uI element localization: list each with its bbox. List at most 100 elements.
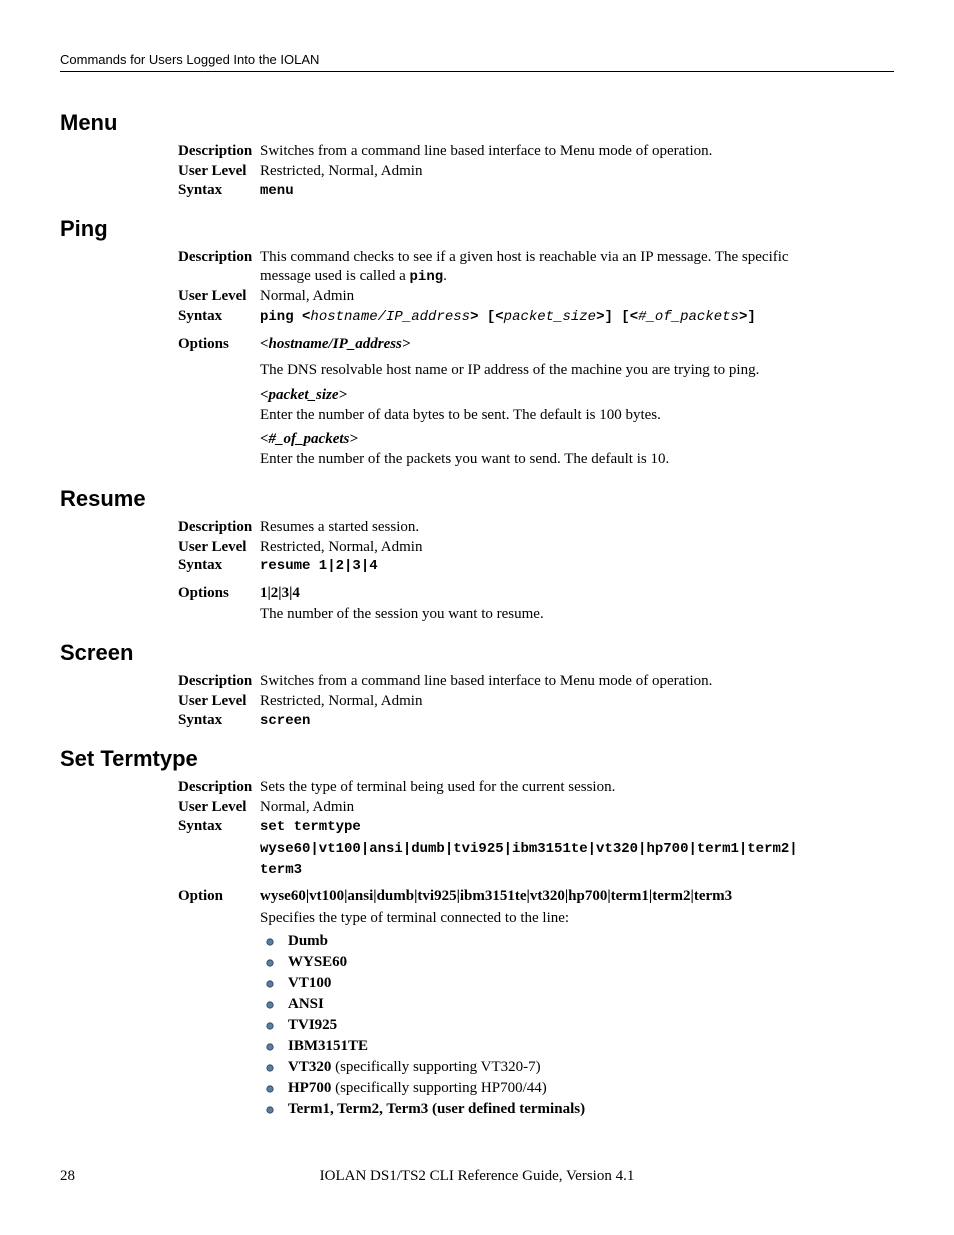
section-ping: Ping Description This command checks to … (60, 216, 894, 470)
label-description: Description (178, 673, 260, 690)
section-body-termtype: Description Sets the type of terminal be… (60, 778, 894, 1118)
section-body-resume: Description Resumes a started session. U… (60, 518, 894, 624)
option-title: <packet_size> (260, 387, 894, 404)
list-item-text: VT100 (288, 975, 331, 992)
list-item: TVI925 (266, 1017, 894, 1034)
syntax-part: #_of_packets (638, 309, 739, 325)
value-syntax: resume 1|2|3|4 (260, 558, 378, 576)
section-title-menu: Menu (60, 110, 894, 136)
syntax-part: >] [< (596, 309, 638, 325)
section-body-menu: Description Switches from a command line… (60, 142, 894, 200)
label-userlevel: User Level (178, 799, 260, 816)
bullet-icon (266, 959, 274, 967)
value-syntax: ping <hostname/IP_address> [<packet_size… (260, 307, 756, 327)
text: message used is called a (260, 268, 410, 284)
section-menu: Menu Description Switches from a command… (60, 110, 894, 200)
text-mono: ping (410, 269, 444, 285)
value-syntax-cont: term3 (260, 862, 302, 878)
bullet-icon (266, 980, 274, 988)
list-intro: Specifies the type of terminal connected… (260, 910, 894, 927)
value-userlevel: Restricted, Normal, Admin (260, 692, 422, 711)
label-description: Description (178, 519, 260, 536)
label-options: Options (178, 336, 260, 353)
option-text: Enter the number of the packets you want… (260, 450, 894, 470)
section-title-ping: Ping (60, 216, 894, 242)
list-item-text: VT320 (specifically supporting VT320-7) (288, 1059, 541, 1076)
value-description: This command checks to see if a given ho… (260, 248, 789, 286)
label-syntax: Syntax (178, 712, 260, 729)
label-syntax: Syntax (178, 182, 260, 199)
section-body-screen: Description Switches from a command line… (60, 672, 894, 730)
list-item-text: Term1, Term2, Term3 (user defined termin… (288, 1101, 585, 1118)
section-title-resume: Resume (60, 486, 894, 512)
header-rule (60, 71, 894, 72)
list-item: VT320 (specifically supporting VT320-7) (266, 1059, 894, 1076)
list-item-text: HP700 (specifically supporting HP700/44) (288, 1080, 547, 1097)
section-resume: Resume Description Resumes a started ses… (60, 486, 894, 624)
label-description: Description (178, 143, 260, 160)
section-body-ping: Description This command checks to see i… (60, 248, 894, 470)
syntax-part: > [< (470, 309, 504, 325)
list-item: ANSI (266, 996, 894, 1013)
text: . (443, 268, 447, 284)
label-userlevel: User Level (178, 539, 260, 556)
bullet-icon (266, 938, 274, 946)
section-screen: Screen Description Switches from a comma… (60, 640, 894, 730)
value-description: Resumes a started session. (260, 518, 419, 537)
option-text: The DNS resolvable host name or IP addre… (260, 361, 894, 381)
footer-text: IOLAN DS1/TS2 CLI Reference Guide, Versi… (75, 1168, 879, 1185)
option-title: 1|2|3|4 (260, 584, 300, 603)
list-item: IBM3151TE (266, 1038, 894, 1055)
list-item: VT100 (266, 975, 894, 992)
section-title-termtype: Set Termtype (60, 746, 894, 772)
page-footer: 28 IOLAN DS1/TS2 CLI Reference Guide, Ve… (60, 1168, 894, 1185)
option-title: <#_of_packets> (260, 431, 894, 448)
label-syntax: Syntax (178, 308, 260, 325)
list-item-text: IBM3151TE (288, 1038, 368, 1055)
section-title-screen: Screen (60, 640, 894, 666)
text: This command checks to see if a given ho… (260, 249, 789, 265)
label-description: Description (178, 779, 260, 796)
label-userlevel: User Level (178, 693, 260, 710)
label-syntax: Syntax (178, 557, 260, 574)
syntax-part: ping < (260, 309, 310, 325)
label-option: Option (178, 888, 260, 905)
value-userlevel: Normal, Admin (260, 798, 354, 817)
bullet-icon (266, 1085, 274, 1093)
label-description: Description (178, 249, 260, 266)
value-userlevel: Restricted, Normal, Admin (260, 538, 422, 557)
value-description: Sets the type of terminal being used for… (260, 778, 615, 797)
value-syntax-cont: wyse60|vt100|ansi|dumb|tvi925|ibm3151te|… (260, 841, 798, 857)
bullet-icon (266, 1001, 274, 1009)
list-item-text: TVI925 (288, 1017, 337, 1034)
option-text: The number of the session you want to re… (260, 605, 894, 625)
list-item-text: ANSI (288, 996, 324, 1013)
bullet-icon (266, 1043, 274, 1051)
list-item: Term1, Term2, Term3 (user defined termin… (266, 1101, 894, 1118)
syntax-part: packet_size (504, 309, 596, 325)
syntax-part: >] (739, 309, 756, 325)
label-userlevel: User Level (178, 288, 260, 305)
option-title: <hostname/IP_address> (260, 335, 410, 354)
bullet-icon (266, 1106, 274, 1114)
value-description: Switches from a command line based inter… (260, 142, 712, 161)
option-title: wyse60|vt100|ansi|dumb|tvi925|ibm3151te|… (260, 887, 732, 906)
section-termtype: Set Termtype Description Sets the type o… (60, 746, 894, 1118)
value-userlevel: Normal, Admin (260, 287, 354, 306)
bullet-icon (266, 1064, 274, 1072)
page: Commands for Users Logged Into the IOLAN… (0, 0, 954, 1118)
value-syntax: screen (260, 713, 310, 731)
value-userlevel: Restricted, Normal, Admin (260, 162, 422, 181)
label-userlevel: User Level (178, 163, 260, 180)
running-header: Commands for Users Logged Into the IOLAN (60, 52, 894, 67)
value-description: Switches from a command line based inter… (260, 672, 712, 691)
list-item-text: Dumb (288, 933, 328, 950)
terminal-list: Specifies the type of terminal connected… (260, 910, 894, 1118)
value-syntax: set termtype (260, 819, 361, 837)
list-item: HP700 (specifically supporting HP700/44) (266, 1080, 894, 1097)
value-syntax: menu (260, 183, 294, 201)
syntax-part: hostname/IP_address (310, 309, 470, 325)
page-number: 28 (60, 1168, 75, 1185)
label-options: Options (178, 585, 260, 602)
list-item: WYSE60 (266, 954, 894, 971)
